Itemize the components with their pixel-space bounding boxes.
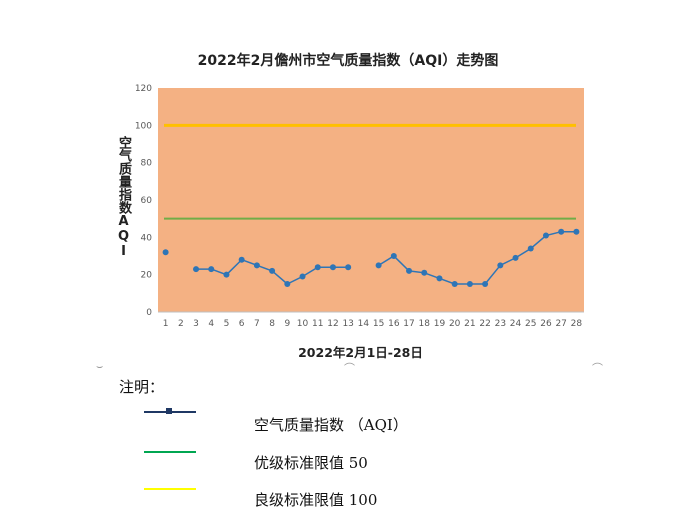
data-point	[390, 253, 397, 259]
x-tick-label: 15	[373, 319, 384, 329]
corner-mark: ⌒	[344, 362, 355, 375]
x-tick-label: 2	[178, 319, 184, 329]
x-tick-label: 25	[525, 319, 536, 329]
x-tick-label: 27	[555, 319, 566, 329]
x-tick-label: 16	[388, 319, 400, 329]
corner-mark: ⌣	[96, 360, 104, 373]
x-tick-label: 23	[495, 319, 506, 329]
x-tick-label: 21	[464, 319, 475, 329]
data-point	[269, 267, 276, 274]
data-point	[466, 281, 473, 287]
x-tick-label: 12	[327, 319, 338, 329]
x-tick-label: 26	[540, 319, 552, 329]
series-aqi	[162, 228, 580, 287]
y-tick-label: 80	[141, 159, 153, 169]
reference-lines	[164, 123, 576, 220]
y-tick-label: 60	[141, 196, 153, 206]
legend-item-good: 良级标准限值 100	[0, 488, 696, 519]
chart-title: 2022年2月儋州市空气质量指数（AQI）走势图	[197, 53, 499, 69]
data-point	[497, 262, 504, 269]
x-tick-label: 1	[163, 319, 169, 329]
data-point	[208, 266, 215, 273]
data-point	[482, 281, 489, 287]
x-tick-label: 6	[239, 319, 245, 329]
x-tick-label: 20	[449, 319, 461, 329]
y-axis-label: 空气质量指数AQI	[116, 136, 131, 259]
y-tick-labels: 0 20 40 60 80 100 120	[135, 84, 152, 318]
data-point	[223, 271, 230, 278]
corner-mark: ⌒	[592, 362, 603, 375]
x-tick-label: 14	[358, 319, 370, 329]
square-marker-icon	[166, 408, 172, 414]
data-point	[573, 228, 580, 235]
data-point	[162, 249, 169, 256]
data-point	[436, 275, 443, 282]
legend-swatch-good	[144, 488, 196, 490]
y-tick-label: 20	[141, 271, 153, 281]
x-tick-label: 24	[510, 319, 522, 329]
x-tick-label: 8	[269, 319, 275, 329]
x-tick-labels: 1 2 3 4 5 6 7 8 9 10 11 12 13 14 15 16 17 18 19 20 21 22 23 24 2…	[163, 319, 583, 329]
plot-area	[158, 88, 584, 312]
data-point	[512, 254, 519, 261]
x-tick-label: 5	[224, 319, 230, 329]
legend-item-excellent: 优级标准限值 50	[0, 451, 696, 482]
data-point	[451, 281, 458, 287]
x-tick-label: 4	[208, 319, 214, 329]
legend-item-aqi: 空气质量指数 （AQI）	[0, 408, 696, 444]
x-tick-label: 9	[284, 319, 290, 329]
data-point	[314, 264, 321, 271]
x-tick-label: 17	[403, 319, 414, 329]
x-tick-label: 3	[193, 319, 199, 329]
y-tick-label: 120	[135, 84, 152, 94]
data-point	[542, 232, 549, 239]
x-tick-label: 28	[571, 319, 583, 329]
x-axis-label: 2022年2月1日-28日	[298, 345, 423, 360]
data-point	[527, 245, 534, 252]
y-tick-label: 100	[135, 121, 152, 131]
data-point	[299, 273, 306, 280]
data-point	[406, 267, 413, 274]
y-tick-label: 0	[146, 308, 152, 318]
x-tick-label: 18	[419, 319, 431, 329]
data-point	[193, 266, 200, 273]
data-point	[421, 269, 428, 276]
data-point	[329, 264, 336, 271]
data-point	[238, 256, 245, 263]
data-point	[284, 281, 291, 287]
x-tick-label: 11	[312, 319, 323, 329]
data-point	[375, 262, 382, 269]
x-tick-label: 7	[254, 319, 260, 329]
x-tick-label: 22	[479, 319, 490, 329]
x-tick-label: 10	[297, 319, 309, 329]
legend-label-good: 良级标准限值 100	[254, 491, 378, 509]
notes-heading: 注明：	[119, 378, 165, 396]
x-tick-label: 13	[342, 319, 353, 329]
data-point	[345, 264, 352, 271]
y-tick-label: 40	[141, 233, 153, 243]
legend-swatch-aqi	[144, 408, 196, 414]
x-tick-label: 19	[434, 319, 446, 329]
legend-swatch-excellent	[144, 451, 196, 453]
data-point	[253, 262, 260, 269]
legend-label-aqi: 空气质量指数 （AQI）	[254, 416, 408, 434]
data-point	[558, 228, 565, 235]
legend-label-excellent: 优级标准限值 50	[254, 454, 368, 472]
